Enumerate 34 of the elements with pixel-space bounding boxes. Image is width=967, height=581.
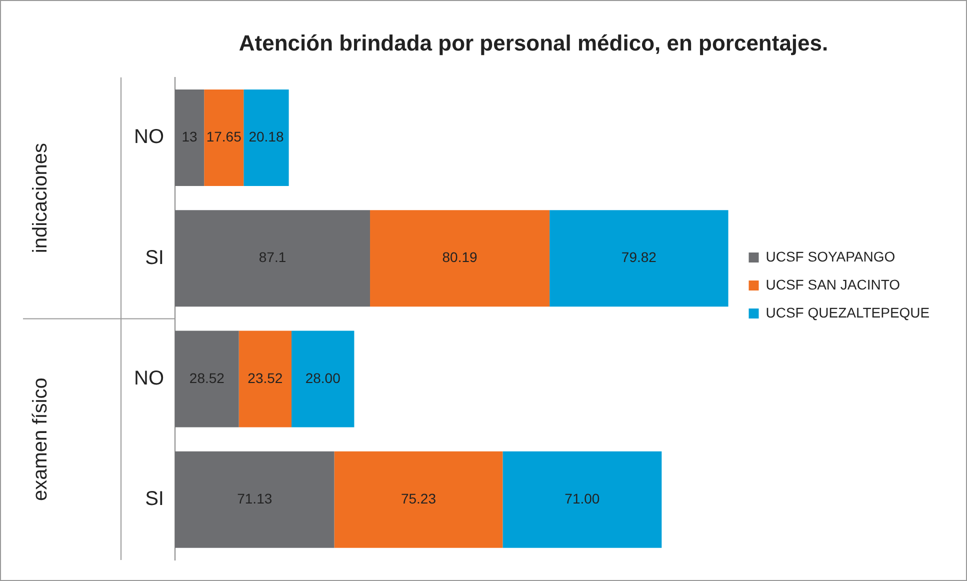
data-label: 87.1 — [258, 249, 286, 266]
chart-title: Atención brindada por personal médico, en porcentajes. — [238, 30, 828, 56]
bar — [244, 89, 289, 186]
bar — [175, 451, 334, 548]
bar — [175, 89, 204, 186]
legend-label: UCSF SOYAPANGO — [766, 248, 896, 264]
legend-label: UCSF QUEZALTEPEQUE — [766, 304, 930, 320]
data-label: 28.00 — [305, 370, 341, 386]
bar — [204, 89, 244, 186]
data-label: 80.19 — [442, 249, 478, 266]
bar — [238, 330, 292, 428]
bar — [292, 330, 354, 428]
data-label: 20.18 — [248, 128, 284, 145]
data-label: 75.23 — [400, 490, 436, 507]
data-label: 13 — [182, 128, 198, 145]
data-label: 79.82 — [621, 249, 657, 266]
bar — [370, 210, 550, 307]
y-tick-label: SI — [145, 246, 164, 269]
data-label: 71.00 — [564, 490, 600, 507]
bar — [334, 451, 503, 548]
data-label: 23.52 — [248, 370, 283, 386]
bar — [550, 210, 728, 307]
y-tick-label: NO — [134, 126, 164, 148]
data-label: 71.13 — [237, 490, 272, 507]
text: indicaciones — [30, 143, 52, 254]
data-label: 17.65 — [206, 128, 242, 145]
legend-label: UCSF SAN JACINTO — [766, 276, 900, 292]
bar — [175, 330, 239, 428]
bar — [502, 451, 662, 548]
y-tick-label: SI — [145, 488, 164, 510]
y-tick-label: NO — [134, 368, 164, 390]
text: examen físico — [30, 378, 52, 502]
data-label: 28.52 — [189, 370, 225, 386]
bar — [175, 210, 370, 307]
